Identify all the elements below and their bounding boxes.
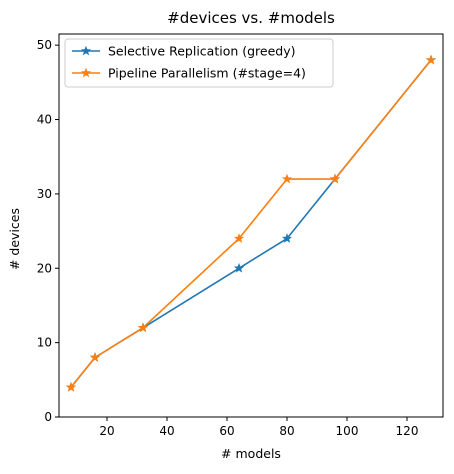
data-point <box>89 352 101 362</box>
series-pipeline-parallelism <box>65 54 437 392</box>
legend-swatch-marker <box>80 45 92 56</box>
y-tick-label: 0 <box>44 410 52 424</box>
x-tick-label: 100 <box>336 424 359 438</box>
y-axis-label: # devices <box>7 208 22 270</box>
data-point <box>233 262 245 273</box>
legend-box <box>64 38 334 88</box>
y-tick-label: 20 <box>37 261 52 275</box>
axes-frame <box>58 33 444 418</box>
plot-area: 20 40 60 80 100 120 0 10 20 30 40 50 Selective Repli… <box>37 33 444 438</box>
legend-entry: Selective Replication (greedy) <box>72 44 296 59</box>
data-point <box>233 233 245 243</box>
y-tick-label: 50 <box>37 38 52 52</box>
data-point <box>281 233 293 243</box>
legend-entry: Pipeline Parallelism (#stage=4) <box>72 66 306 81</box>
y-tick-label: 30 <box>37 187 52 201</box>
chart-title: #devices vs. #models <box>167 9 335 27</box>
y-tick-label: 40 <box>37 113 52 127</box>
x-tick-label: 60 <box>219 424 234 438</box>
x-tick-label: 20 <box>99 424 114 438</box>
data-point <box>329 173 341 184</box>
data-point <box>425 54 437 65</box>
legend: Selective Replication (greedy) Pipeline P… <box>64 38 334 88</box>
data-point <box>281 173 293 184</box>
data-point <box>65 381 77 392</box>
x-tick-label: 40 <box>159 424 174 438</box>
legend-label: Selective Replication (greedy) <box>108 44 296 59</box>
data-point <box>137 322 149 333</box>
y-tick-label: 10 <box>37 336 52 350</box>
legend-swatch-marker <box>80 67 92 78</box>
x-axis-label: # models <box>221 446 281 461</box>
x-tick-label: 120 <box>396 424 419 438</box>
legend-label: Pipeline Parallelism (#stage=4) <box>108 66 306 81</box>
x-tick-label: 80 <box>279 424 294 438</box>
